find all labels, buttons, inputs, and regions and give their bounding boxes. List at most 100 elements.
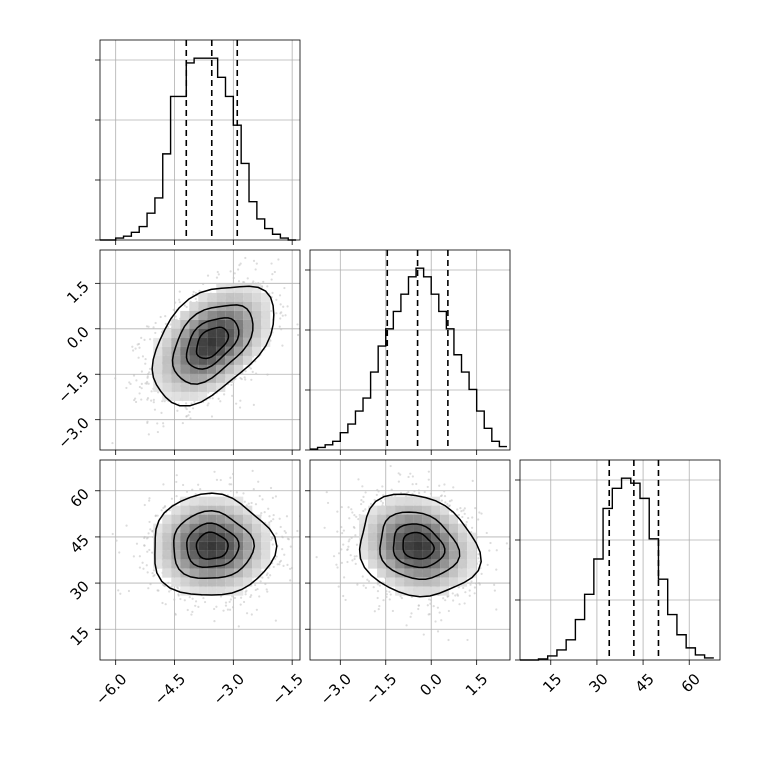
panel-1-3-sample-point bbox=[289, 579, 292, 582]
panel-1-2-density-cell bbox=[180, 346, 190, 356]
panel-1-3-sample-point bbox=[283, 529, 286, 533]
panel-2-3-sample-point bbox=[315, 556, 318, 559]
panel-1-2-density-cell bbox=[153, 364, 163, 374]
panel-1-2-density-cell bbox=[225, 319, 235, 329]
panel-1-3-sample-point bbox=[162, 584, 166, 587]
panel-2-3-sample-point bbox=[413, 490, 416, 493]
panel-1-3-density-cell bbox=[243, 514, 253, 524]
panel-2-3-sample-point bbox=[336, 510, 339, 513]
panel-1-2-sample-point bbox=[178, 290, 181, 293]
panel-2-3-density-cell bbox=[458, 559, 468, 569]
panel-1-2-sample-point bbox=[250, 378, 253, 381]
panel-1-2-density-cell bbox=[225, 310, 235, 320]
panel-1-3-density-cell bbox=[234, 568, 244, 578]
panel-1-3-density-cell bbox=[153, 523, 163, 533]
panel-2-3-sample-point bbox=[459, 507, 462, 510]
panel-1-3-density-cell bbox=[171, 568, 181, 578]
panel-2-3-sample-point bbox=[417, 607, 420, 611]
panel-2-3-sample-point bbox=[465, 520, 468, 524]
panel-1-3-sample-point bbox=[228, 483, 231, 486]
panel-1-2-sample-point bbox=[243, 281, 246, 284]
panel-2-3-density-cell bbox=[431, 541, 441, 551]
panel-1-3-density-cell bbox=[198, 559, 208, 569]
panel-2-3-sample-point bbox=[391, 609, 394, 613]
panel-1-2-sample-point bbox=[251, 370, 254, 373]
panel-1-2-density-cell bbox=[171, 337, 181, 347]
panel-1-3-sample-point bbox=[173, 598, 176, 601]
panel-1-3-sample-point bbox=[279, 525, 282, 529]
panel-2-3-sample-point bbox=[335, 563, 338, 566]
panel-1-2-density-cell bbox=[243, 328, 253, 338]
panel-1-3-sample-point bbox=[167, 581, 170, 584]
panel-1-3-sample-point bbox=[278, 563, 281, 566]
panel-1-2-density-cell bbox=[243, 337, 253, 347]
panel-2-3-sample-point bbox=[515, 549, 517, 551]
panel-1-3-density-cell bbox=[243, 559, 253, 569]
panel-1-3-sample-point bbox=[289, 567, 292, 570]
panel-1-2-density-cell bbox=[207, 337, 217, 347]
panel-1-2-sample-point bbox=[260, 285, 264, 289]
panel-1-2-sample-point bbox=[233, 272, 236, 275]
panel-2-3-density-cell bbox=[458, 523, 468, 533]
histogram-2-step bbox=[310, 267, 507, 450]
panel-1-3-density-cell bbox=[252, 550, 262, 560]
panel-1-3-density-cell bbox=[234, 532, 244, 542]
panel-1-2-sample-point bbox=[174, 315, 177, 318]
panel-2-3-density-cell bbox=[413, 523, 423, 533]
panel-2-3-sample-point bbox=[389, 464, 392, 468]
panel-2-3-density-cell bbox=[377, 523, 387, 533]
panel-2-3-sample-point bbox=[428, 598, 431, 601]
panel-1-2-contour bbox=[151, 285, 275, 407]
panel-1-2-contour bbox=[185, 317, 240, 370]
panel-2-3-sample-point bbox=[337, 585, 340, 588]
panel-2-3-sample-point bbox=[346, 560, 349, 564]
panel-1-2-sample-point bbox=[184, 406, 187, 409]
panel-1-3-sample-point bbox=[143, 544, 146, 547]
panel-1-3-density-cell bbox=[243, 541, 253, 551]
panel-2-3-sample-point bbox=[385, 595, 388, 599]
panel-2-3-density-cell bbox=[422, 496, 432, 506]
panel-1-2-density-cell bbox=[243, 355, 253, 365]
panel-2-3-density-cell bbox=[395, 559, 405, 569]
panel-1-3-sample-point bbox=[213, 619, 216, 623]
panel-2-3-sample-point bbox=[377, 608, 380, 611]
panel-2-3-density-cell bbox=[386, 550, 396, 560]
panel-1-3-density-cell bbox=[216, 496, 226, 506]
panel-1-2-sample-point bbox=[133, 398, 136, 402]
panel-2-3-density-cell bbox=[368, 532, 378, 542]
panel-1-2-density-cell bbox=[189, 301, 199, 311]
panel-2-3-density-cell bbox=[422, 586, 432, 596]
panel-1-3-density-cell bbox=[207, 523, 217, 533]
panel-2-3-sample-point bbox=[362, 495, 365, 498]
panel-2-3-sample-point bbox=[451, 592, 454, 595]
panel-1-2-density-cell bbox=[180, 373, 190, 383]
panel-1-3-density-cell bbox=[225, 541, 235, 551]
panel-1-3-sample-point bbox=[199, 488, 202, 491]
panel-1-2-sample-point bbox=[172, 308, 175, 312]
panel-1-3-density-cell bbox=[234, 496, 244, 506]
panel-2-3-sample-point bbox=[332, 555, 336, 558]
panel-2-3-density-cell bbox=[404, 586, 414, 596]
panel-1-3-sample-point bbox=[239, 596, 243, 599]
row-2-ytick-label: 0.0 bbox=[63, 323, 93, 353]
panel-1-2-sample-point bbox=[235, 402, 238, 405]
panel-2-3-sample-point bbox=[340, 505, 343, 509]
panel-1-3-sample-point bbox=[151, 572, 154, 575]
panel-1-2-sample-point bbox=[219, 400, 222, 403]
panel-1-2-sample-point bbox=[147, 372, 150, 376]
panel-2-3-density-cell bbox=[368, 505, 378, 515]
panel-1-3-density-cell bbox=[252, 541, 262, 551]
panel-2-3-density-cell bbox=[404, 541, 414, 551]
histogram-2-frame bbox=[309, 249, 511, 451]
panel-2-3-density-cell bbox=[386, 541, 396, 551]
panel-1-3-density-cell bbox=[225, 496, 235, 506]
panel-1-3-sample-point bbox=[285, 515, 289, 518]
panel-1-2-density-cell bbox=[216, 382, 226, 392]
panel-1-2-density-cell bbox=[234, 346, 244, 356]
panel-2-3-density-cell bbox=[413, 541, 423, 551]
panel-1-2-density-cell bbox=[207, 310, 217, 320]
panel-1-3-sample-point bbox=[267, 576, 270, 579]
panel-1-2-sample-point bbox=[148, 338, 152, 341]
panel-2-3-sample-point bbox=[325, 491, 328, 494]
panel-1-2-density-cell bbox=[171, 364, 181, 374]
